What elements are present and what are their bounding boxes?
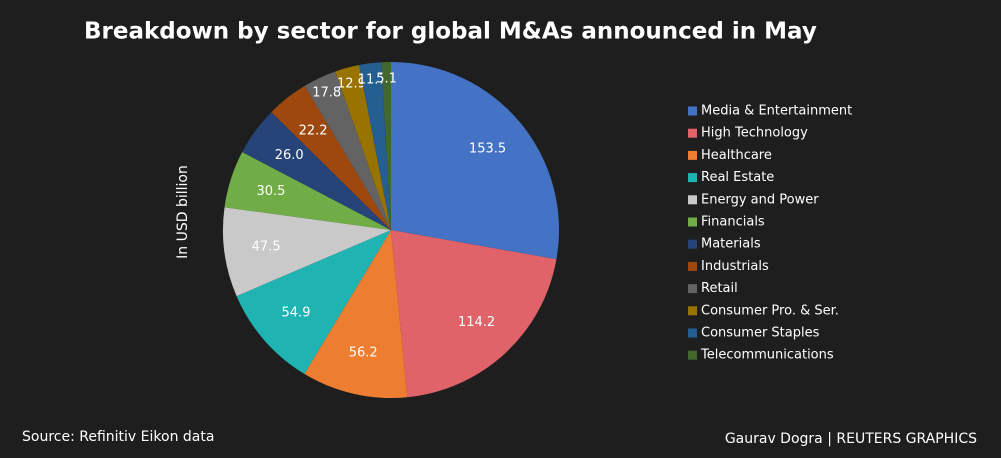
pie-slice bbox=[224, 152, 391, 230]
legend-label: Healthcare bbox=[701, 148, 772, 163]
pie-slice bbox=[242, 112, 391, 230]
legend-swatch bbox=[688, 106, 697, 116]
legend-swatch bbox=[688, 173, 697, 183]
legend-label: Financials bbox=[701, 215, 765, 230]
legend-label: Industrials bbox=[701, 259, 769, 274]
credit: Gaurav Dogra | REUTERS GRAPHICS bbox=[725, 431, 977, 447]
legend-label: Energy and Power bbox=[701, 192, 819, 207]
pie-slice bbox=[304, 230, 408, 399]
data-label: 22.2 bbox=[299, 123, 328, 138]
legend-label: Consumer Staples bbox=[701, 326, 820, 341]
pie-slice bbox=[359, 62, 391, 230]
legend-swatch bbox=[688, 261, 697, 271]
data-label: 26.0 bbox=[275, 148, 304, 163]
data-label: 47.5 bbox=[252, 239, 281, 254]
source: Source: Refinitiv Eikon data bbox=[22, 429, 214, 445]
legend-label: Real Estate bbox=[701, 170, 774, 185]
data-label: 153.5 bbox=[469, 142, 506, 157]
data-label: 30.5 bbox=[256, 184, 285, 199]
pie-slice bbox=[391, 230, 557, 398]
data-label: 5.1 bbox=[376, 71, 397, 86]
pie-slice bbox=[391, 62, 559, 260]
legend-label: Materials bbox=[701, 237, 761, 252]
pie-slice bbox=[304, 71, 391, 230]
chart-title: Breakdown by sector for global M&As anno… bbox=[84, 19, 817, 45]
data-label: 54.9 bbox=[282, 305, 311, 320]
legend-label: Media & Entertainment bbox=[701, 104, 852, 119]
legend-label: Telecommunications bbox=[700, 348, 834, 363]
pie-slice bbox=[335, 65, 391, 231]
legend-label: Consumer Pro. & Ser. bbox=[701, 303, 839, 318]
legend-swatch bbox=[688, 195, 697, 205]
pie-slice bbox=[381, 62, 391, 230]
legend-swatch bbox=[688, 217, 697, 227]
legend-swatch bbox=[688, 150, 697, 160]
axis-label: In USD billion bbox=[175, 165, 191, 259]
data-label: 11.7 bbox=[358, 72, 387, 87]
legend-swatch bbox=[688, 284, 697, 294]
data-label: 12.9 bbox=[337, 77, 366, 92]
pie-slice bbox=[222, 207, 391, 297]
legend-swatch bbox=[688, 239, 697, 249]
legend-swatch bbox=[688, 306, 697, 316]
data-label: 114.2 bbox=[458, 315, 495, 330]
legend-label: High Technology bbox=[701, 126, 808, 141]
data-label: 17.8 bbox=[312, 86, 341, 101]
legend-swatch bbox=[688, 328, 697, 338]
pie-slice bbox=[271, 85, 391, 231]
legend-swatch bbox=[688, 350, 697, 360]
legend-swatch bbox=[688, 128, 697, 138]
legend-label: Retail bbox=[701, 281, 738, 296]
pie-slice bbox=[236, 230, 391, 374]
data-label: 56.2 bbox=[349, 345, 378, 360]
